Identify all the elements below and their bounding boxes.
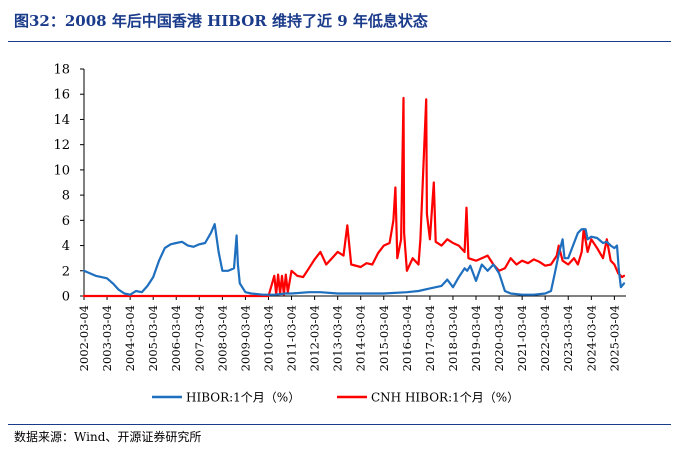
- x-tick-label: 2014-03-04: [354, 305, 368, 371]
- x-tick-label: 2009-03-04: [238, 305, 252, 371]
- x-tick-label: 2020-03-04: [492, 305, 506, 371]
- legend-item-hibor: HIBOR:1个月（%）: [152, 391, 300, 405]
- series-line-cnh-hibor: [82, 96, 626, 298]
- y-tick-label: 6: [62, 214, 70, 229]
- y-tick-label: 8: [62, 189, 70, 204]
- chart-axes: 0 2 4 6 8 10 12 14 16 18 2002-03-04 2003-03-04 2004-…: [53, 63, 626, 371]
- x-tick-label: 2004-03-04: [123, 305, 137, 371]
- x-tick-label: 2010-03-04: [261, 305, 275, 371]
- source-note: 数据来源：Wind、开源证券研究所: [14, 430, 202, 444]
- x-tick-label: 2025-03-04: [607, 305, 621, 371]
- x-tick-label: 2005-03-04: [146, 305, 160, 371]
- y-tick-label: 10: [53, 163, 70, 178]
- series-layer: [82, 96, 626, 298]
- x-tick-label: 2007-03-04: [192, 305, 206, 371]
- source-divider: [8, 424, 671, 425]
- x-tick-label: 2023-03-04: [561, 305, 575, 371]
- x-tick-label: 2021-03-04: [515, 305, 529, 371]
- x-tick-label: 2019-03-04: [469, 305, 483, 371]
- x-tick-label: 2016-03-04: [400, 305, 414, 371]
- x-tick-label: 2011-03-04: [285, 305, 299, 371]
- x-tick-label: 2002-03-04: [77, 305, 91, 371]
- x-tick-label: 2003-03-04: [100, 305, 114, 371]
- chart-legend: HIBOR:1个月（%） CNH HIBOR:1个月（%）: [152, 391, 519, 405]
- x-tick-label: 2017-03-04: [423, 305, 437, 371]
- legend-label: CNH HIBOR:1个月（%）: [371, 391, 519, 405]
- x-tick-label: 2018-03-04: [446, 305, 460, 371]
- x-tick-label: 2022-03-04: [538, 305, 552, 371]
- series-line-hibor: [82, 223, 626, 296]
- y-tick-label: 18: [53, 63, 70, 78]
- figure-title: 图32：2008 年后中国香港 HIBOR 维持了近 9 年低息状态: [14, 12, 428, 30]
- x-tick-label: 2006-03-04: [169, 305, 183, 371]
- y-tick-label: 12: [53, 138, 70, 153]
- line-chart: 0 2 4 6 8 10 12 14 16 18 2002-03-04 2003-03-04 2004-…: [53, 63, 626, 405]
- y-tick-label: 14: [53, 113, 70, 128]
- x-tick-label: 2015-03-04: [377, 305, 391, 371]
- x-tick-label: 2024-03-04: [584, 305, 598, 371]
- y-tick-label: 4: [62, 239, 70, 254]
- x-tick-label: 2008-03-04: [215, 305, 229, 371]
- y-tick-label: 0: [62, 290, 70, 305]
- legend-label: HIBOR:1个月（%）: [186, 391, 300, 405]
- x-tick-label: 2013-03-04: [331, 305, 345, 371]
- y-tick-label: 16: [53, 88, 70, 103]
- legend-item-cnh-hibor: CNH HIBOR:1个月（%）: [337, 391, 519, 405]
- y-tick-label: 2: [62, 264, 70, 279]
- title-divider: [8, 41, 671, 42]
- x-tick-label: 2012-03-04: [308, 305, 322, 371]
